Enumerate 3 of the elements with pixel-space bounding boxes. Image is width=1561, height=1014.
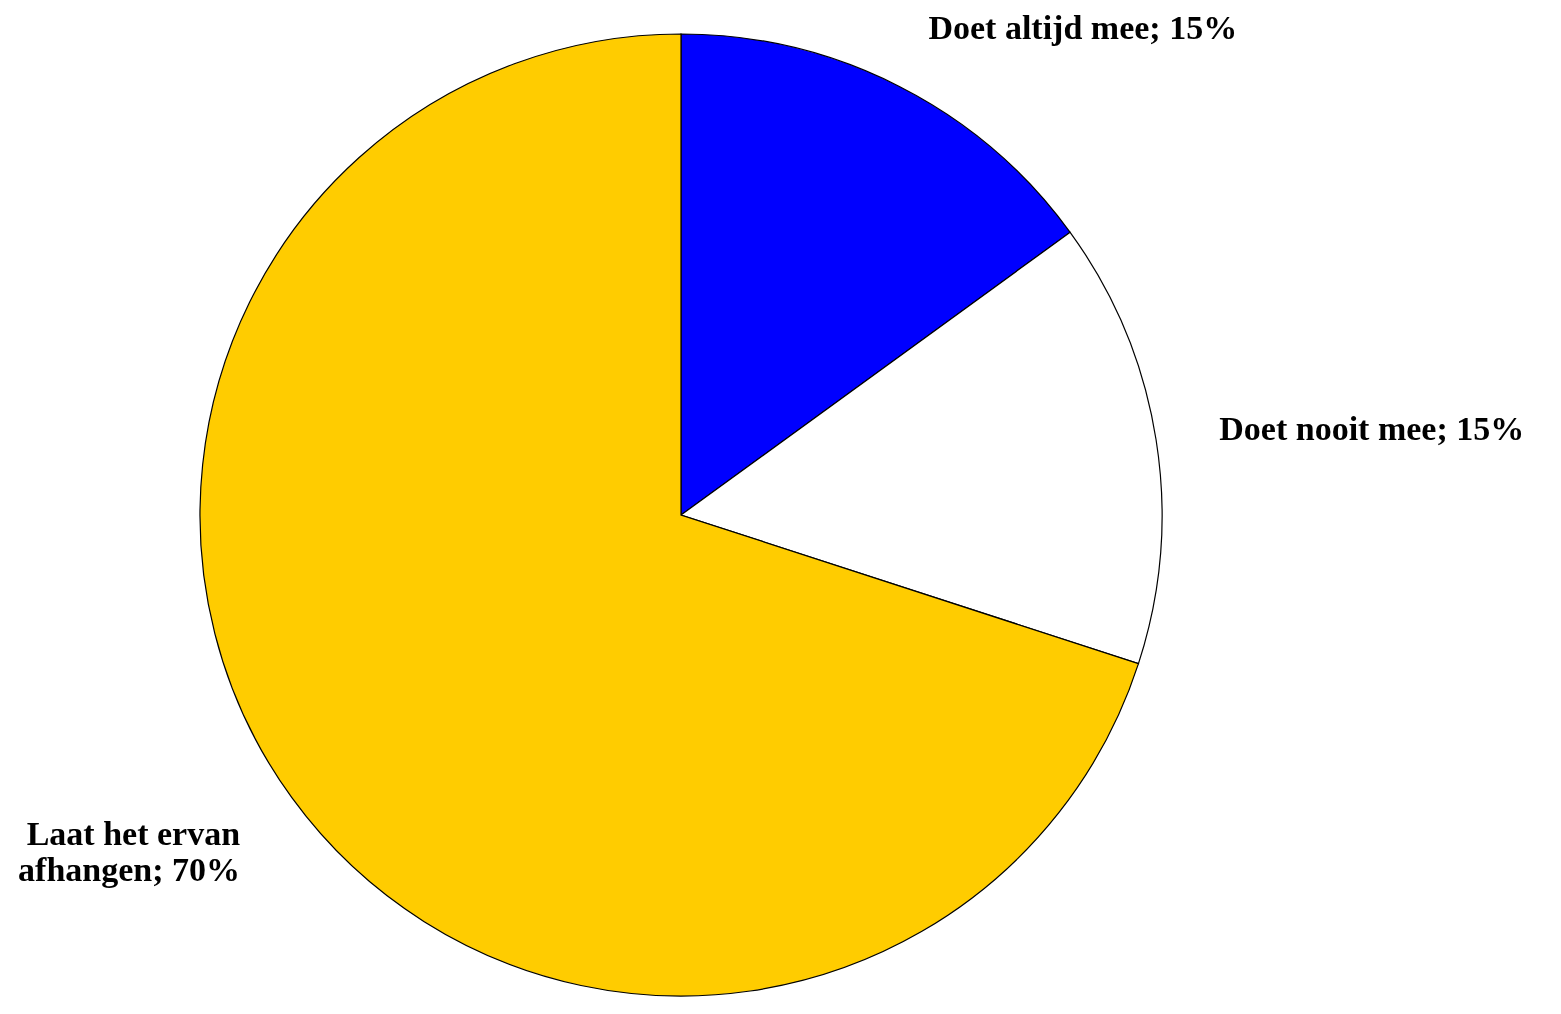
- slice-label: Doet nooit mee; 15%: [1219, 409, 1525, 447]
- slice-label: Laat het ervan afhangen; 70%: [18, 815, 241, 889]
- slice-label: Doet altijd mee; 15%: [928, 9, 1238, 47]
